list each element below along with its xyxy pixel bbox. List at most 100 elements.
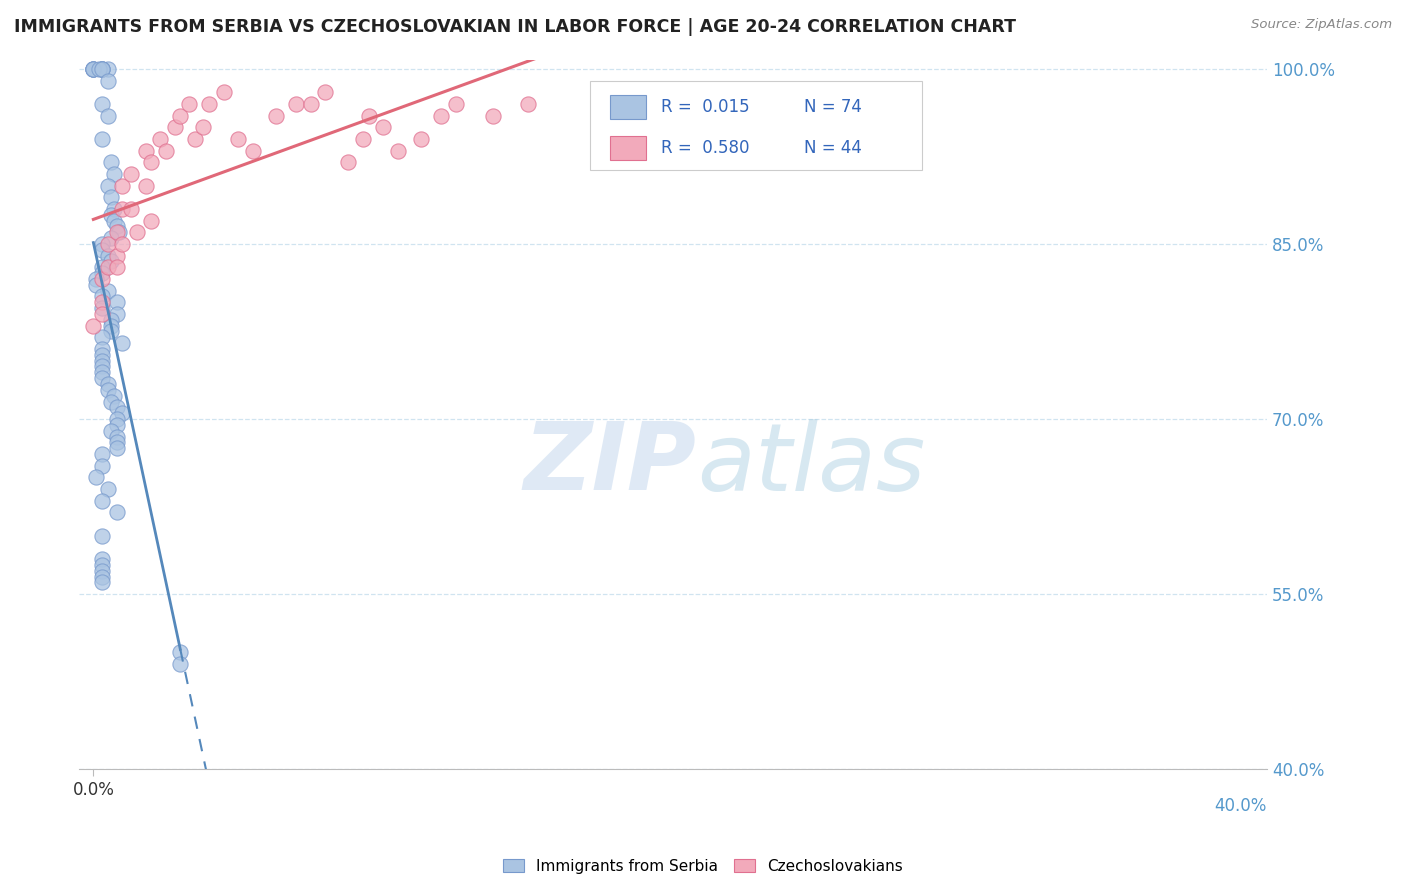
Text: N = 74: N = 74 — [804, 98, 862, 116]
Point — [111, 178, 134, 193]
Point — [100, 231, 122, 245]
Point — [169, 657, 191, 671]
FancyBboxPatch shape — [589, 81, 922, 169]
Point — [111, 237, 134, 252]
Point — [444, 97, 467, 112]
Point — [91, 301, 114, 315]
Point — [91, 307, 114, 321]
Point — [387, 144, 409, 158]
Point — [100, 394, 122, 409]
Point — [100, 190, 122, 204]
Point — [299, 97, 322, 112]
Point — [91, 260, 114, 275]
Point — [285, 97, 308, 112]
Point — [105, 401, 128, 415]
Point — [91, 330, 114, 344]
Point — [91, 289, 114, 303]
Point — [84, 470, 107, 484]
Point — [149, 132, 172, 146]
Point — [125, 225, 148, 239]
Point — [103, 389, 125, 403]
Point — [184, 132, 207, 146]
Point — [91, 353, 114, 368]
Text: Source: ZipAtlas.com: Source: ZipAtlas.com — [1251, 18, 1392, 31]
Point — [409, 132, 432, 146]
Point — [141, 155, 163, 169]
Point — [100, 424, 122, 438]
Point — [357, 109, 380, 123]
Legend: Immigrants from Serbia, Czechoslovakians: Immigrants from Serbia, Czechoslovakians — [496, 853, 910, 880]
Point — [91, 62, 114, 76]
Point — [120, 202, 142, 216]
Point — [91, 359, 114, 374]
Point — [82, 62, 104, 76]
Point — [105, 249, 128, 263]
Point — [84, 272, 107, 286]
Point — [91, 447, 114, 461]
FancyBboxPatch shape — [610, 95, 645, 120]
Point — [212, 85, 235, 99]
Point — [103, 202, 125, 216]
Point — [108, 225, 131, 239]
Point — [91, 237, 114, 252]
Point — [91, 97, 114, 112]
Text: IMMIGRANTS FROM SERBIA VS CZECHOSLOVAKIAN IN LABOR FORCE | AGE 20-24 CORRELATION: IMMIGRANTS FROM SERBIA VS CZECHOSLOVAKIA… — [14, 18, 1017, 36]
Point — [482, 109, 505, 123]
Point — [135, 144, 157, 158]
Point — [242, 144, 264, 158]
Point — [97, 482, 120, 496]
Point — [82, 62, 104, 76]
Point — [105, 429, 128, 443]
Point — [91, 493, 114, 508]
Point — [198, 97, 221, 112]
Point — [91, 295, 114, 310]
Point — [91, 62, 114, 76]
Point — [97, 249, 120, 263]
Point — [100, 325, 122, 339]
Point — [97, 178, 120, 193]
Point — [517, 97, 540, 112]
Point — [97, 260, 120, 275]
Point — [91, 266, 114, 280]
Point — [97, 73, 120, 87]
Point — [91, 558, 114, 572]
Point — [84, 277, 107, 292]
Point — [82, 62, 104, 76]
Point — [91, 62, 114, 76]
Point — [103, 213, 125, 227]
Point — [337, 155, 360, 169]
Point — [120, 167, 142, 181]
Point — [105, 417, 128, 432]
Text: atlas: atlas — [696, 418, 925, 509]
Point — [91, 365, 114, 379]
Point — [91, 529, 114, 543]
Point — [193, 120, 215, 135]
Point — [91, 371, 114, 385]
Point — [91, 272, 114, 286]
Point — [91, 575, 114, 590]
Point — [91, 348, 114, 362]
Point — [97, 62, 120, 76]
Point — [105, 219, 128, 234]
Point — [100, 155, 122, 169]
Point — [135, 178, 157, 193]
Point — [97, 109, 120, 123]
Point — [105, 260, 128, 275]
Point — [89, 62, 111, 76]
Text: ZIP: ZIP — [524, 418, 696, 510]
Point — [373, 120, 395, 135]
Point — [105, 412, 128, 426]
Point — [169, 109, 191, 123]
Point — [97, 237, 120, 252]
Text: R =  0.580: R = 0.580 — [661, 139, 749, 157]
Point — [97, 383, 120, 397]
Point — [103, 167, 125, 181]
Point — [105, 225, 128, 239]
Point — [91, 458, 114, 473]
Point — [97, 376, 120, 391]
Point — [155, 144, 177, 158]
Text: 40.0%: 40.0% — [1215, 797, 1267, 815]
Point — [111, 202, 134, 216]
Point — [91, 564, 114, 578]
Point — [352, 132, 374, 146]
